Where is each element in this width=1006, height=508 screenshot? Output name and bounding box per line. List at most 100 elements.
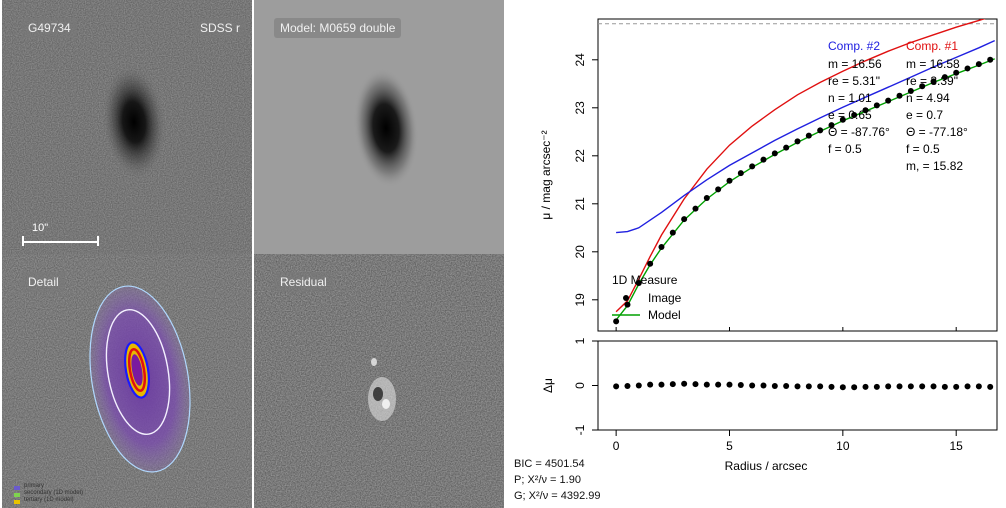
legend-dot-marker [623,295,629,301]
component-param: f = 0.5 [906,142,940,156]
image-data-point [749,163,756,170]
residual-y-tick-label: -1 [573,424,587,435]
component-param: Θ = -77.18° [906,125,968,139]
residual-data-point [737,382,744,389]
residual-data-point [817,383,824,390]
scale-bar [22,236,99,246]
x-tick-label: 5 [726,439,733,453]
residual-data-point [964,383,971,390]
residual-data-point [851,384,858,391]
legend-title: 1D Measure [612,273,678,287]
image-data-point [817,127,824,134]
detail-legend-item: primary [24,483,45,489]
x-tick-label: 15 [950,439,964,453]
image-data-point [760,156,767,163]
image-data-point [783,144,790,151]
detail-legend-item: tertiary (1D model) [24,497,74,503]
image-data-point [964,65,971,72]
component-title: Comp. #2 [828,39,880,53]
residual-data-point [953,383,960,390]
image-data-point [839,116,846,123]
detail-legend [14,486,20,504]
residual-data-point [839,384,846,391]
residual-data-point [885,383,892,390]
residual-data-point [669,381,676,388]
residual-data-point [975,383,982,390]
component-param: e = 0.7 [906,108,943,122]
component-param: n = 1.01 [828,91,872,105]
image-data-point [975,61,982,68]
residual-data-point [783,382,790,389]
detail-panel: Detail primary secondary (1D model) tert… [2,254,252,508]
residual-data-point [805,383,812,390]
image-data-point [896,92,903,99]
comp-2-line [616,39,995,234]
residual-data-point [930,383,937,390]
image-data-point [669,229,676,236]
model-image [254,0,504,254]
component-param: re = 3.39" [906,74,958,88]
model-label: Model: M0659 double [274,18,402,38]
residual-data-point [613,383,620,390]
image-data-point [873,102,880,109]
image-data-point [930,78,937,85]
residual-axis-label: Δμ [541,378,555,393]
component-param: n = 4.94 [906,91,950,105]
component-title: Comp. #1 [906,39,958,53]
residual-panel: Residual [254,254,504,508]
image-data-point [726,177,733,184]
image-data-point [613,318,620,325]
image-data-point [624,301,631,308]
bic-stat: BIC = 4501.54 [514,458,585,470]
residual-data-point [658,381,665,388]
residual-data-point [647,381,654,388]
band-label: SDSS r [194,18,247,38]
x-tick-label: 10 [836,439,850,453]
model-image-panel: Model: M0659 double [254,0,504,254]
image-data-point [987,56,994,63]
scale-bar-label: 10" [32,222,49,234]
image-data-point [907,88,914,94]
image-data-point [771,150,778,157]
residual-data-point [794,383,801,390]
y-tick-label: 22 [573,149,587,163]
residual-data-point [941,383,948,390]
galaxy-image [2,0,252,254]
image-data-point [658,244,665,250]
residual-data-point [828,383,835,390]
residual-data-point [624,382,631,389]
residual-image [254,254,504,508]
residual-data-point [873,383,880,390]
residual-label: Residual [274,272,333,292]
residual-data-point [760,382,767,389]
residual-data-point [771,382,778,389]
residual-data-point [635,382,642,389]
image-data-point [851,112,858,118]
comp-1-line [615,19,986,313]
image-data-point [692,205,699,212]
component-param: Θ = -87.76° [828,125,890,139]
image-data-point [635,280,642,286]
residual-data-point [749,382,756,389]
x-tick-label: 0 [613,439,620,453]
image-data-point [715,186,722,193]
image-data-point [647,260,654,267]
image-data-point [805,132,812,139]
residual-data-point [715,381,722,388]
image-label: G49734 [22,18,77,38]
residual-y-tick-label: 0 [573,382,587,389]
y-tick-label: 21 [573,197,587,211]
detail-legend-item: secondary (1D model) [24,490,84,496]
component-param: e = 0.65 [828,108,872,122]
image-data-point [703,195,710,202]
x-axis-label: Radius / arcsec [725,459,808,473]
y-tick-label: 23 [573,101,587,115]
legend-label: Model [648,308,681,322]
component-param: m = 16.58 [906,57,960,71]
y-tick-label: 20 [573,245,587,259]
image-data-point [862,107,869,114]
image-data-point [919,83,926,90]
detail-image [2,254,252,508]
residual-data-point [862,383,869,390]
main-plot-frame [597,18,998,332]
